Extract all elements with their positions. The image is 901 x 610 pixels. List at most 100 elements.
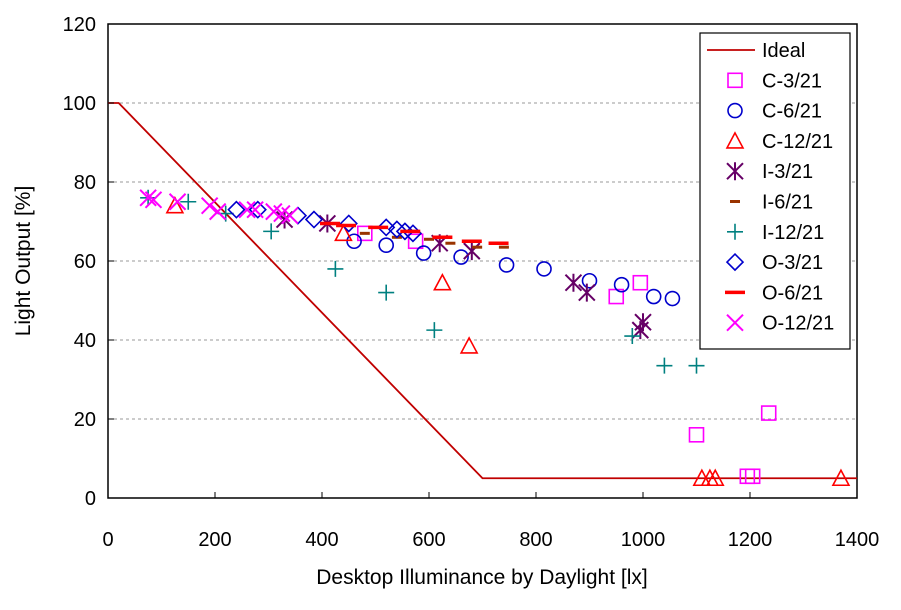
- data-point: [378, 284, 395, 301]
- data-point: [288, 206, 308, 225]
- legend-label: I-3/21: [762, 161, 813, 183]
- axis-ticks: 0 200 400 600 800 1000 1200 1400 0 20 40 60 80 100 120: [63, 14, 880, 551]
- x-tick-label: 1200: [728, 529, 773, 551]
- data-point: [227, 200, 246, 219]
- legend-entry: O-3/21: [725, 252, 823, 274]
- x-tick-label: 400: [305, 529, 338, 551]
- y-tick-label: 40: [74, 330, 96, 352]
- legend-entry: C-3/21: [727, 70, 822, 92]
- data-point: [180, 193, 197, 210]
- legend-entry: Ideal: [707, 40, 805, 62]
- data-point: [536, 261, 552, 277]
- legend-label: O-6/21: [762, 282, 823, 304]
- y-tick-label: 80: [74, 172, 96, 194]
- series-o-12-21: [139, 189, 299, 225]
- data-point: [744, 468, 761, 485]
- data-point: [246, 200, 264, 219]
- data-point: [281, 206, 299, 225]
- data-point: [760, 405, 777, 421]
- data-point: [739, 468, 756, 485]
- legend-label: I-6/21: [762, 192, 813, 214]
- data-point: [645, 288, 662, 305]
- data-point: [656, 357, 673, 374]
- legend-label: I-12/21: [762, 222, 824, 244]
- series-i-3-21: [275, 210, 652, 340]
- legend-label: O-3/21: [762, 252, 823, 274]
- legend-swatch: [726, 162, 744, 181]
- data-point: [334, 223, 353, 242]
- data-point: [581, 272, 598, 289]
- legend-entry: I-6/21: [730, 192, 813, 214]
- series-o-6-21: [320, 221, 509, 245]
- data-point: [426, 322, 443, 339]
- legend-entry: C-12/21: [725, 131, 833, 153]
- data-point: [168, 193, 187, 211]
- legend-label: Ideal: [762, 40, 805, 62]
- data-point: [200, 196, 219, 215]
- data-point: [208, 202, 227, 221]
- series-c-12-21: [165, 195, 851, 487]
- legend-entry: O-6/21: [725, 282, 823, 304]
- legend-entry: C-6/21: [727, 101, 822, 123]
- legend-swatch: [725, 252, 745, 272]
- data-point: [144, 191, 163, 209]
- legend-label: O-12/21: [762, 313, 834, 335]
- x-tick-label: 0: [102, 529, 113, 551]
- data-point: [624, 328, 641, 345]
- legend-swatch: [727, 102, 743, 119]
- legend-swatch: [725, 131, 745, 149]
- data-point: [238, 200, 256, 219]
- data-point: [632, 274, 649, 291]
- legend: Ideal C-3/21 C-6/21 C-12/21 I-3/21 I-6/21 I-12…: [699, 32, 851, 350]
- y-tick-label: 20: [74, 409, 96, 431]
- legend-label: C-6/21: [762, 101, 822, 123]
- legend-entry: I-3/21: [726, 161, 813, 183]
- legend-label: C-3/21: [762, 70, 822, 92]
- legend-entry: O-12/21: [726, 313, 834, 335]
- data-point: [453, 249, 469, 265]
- data-point: [304, 210, 324, 229]
- data-point: [664, 290, 681, 307]
- data-point: [407, 233, 424, 250]
- x-tick-label: 800: [519, 529, 552, 551]
- data-point: [415, 245, 432, 261]
- data-point: [688, 426, 705, 443]
- x-tick-label: 1400: [835, 529, 880, 551]
- x-tick-label: 1000: [621, 529, 666, 551]
- y-tick-label: 0: [85, 488, 96, 510]
- data-point: [498, 257, 515, 273]
- x-tick-label: 200: [198, 529, 231, 551]
- data-point: [459, 336, 479, 354]
- data-point: [564, 273, 583, 292]
- y-tick-label: 100: [63, 93, 96, 115]
- data-point: [688, 357, 705, 374]
- data-point: [165, 195, 185, 214]
- legend-label: C-12/21: [762, 131, 833, 153]
- legend-swatch: [727, 223, 743, 240]
- legend-swatch: [727, 72, 743, 89]
- y-tick-label: 60: [74, 251, 96, 273]
- data-point: [346, 233, 362, 250]
- series-layer: [108, 102, 857, 487]
- data-point: [356, 225, 373, 242]
- data-point: [433, 273, 452, 291]
- data-point: [403, 224, 423, 243]
- data-point: [327, 260, 344, 277]
- series-c-3-21: [356, 225, 777, 485]
- legend-box: [699, 32, 851, 350]
- data-point: [139, 189, 157, 207]
- data-point: [705, 468, 725, 487]
- x-tick-label: 600: [412, 529, 445, 551]
- data-point: [339, 214, 358, 233]
- data-point: [463, 242, 481, 261]
- data-point: [831, 468, 851, 487]
- data-point: [377, 218, 396, 237]
- x-axis-title: Desktop Illuminance by Daylight [lx]: [316, 566, 647, 589]
- data-point: [378, 237, 395, 253]
- legend-entry: I-12/21: [727, 222, 824, 244]
- data-point: [613, 276, 630, 293]
- data-point: [263, 223, 280, 240]
- y-axis-title: Light Output [%]: [12, 186, 35, 337]
- y-tick-label: 120: [63, 14, 96, 36]
